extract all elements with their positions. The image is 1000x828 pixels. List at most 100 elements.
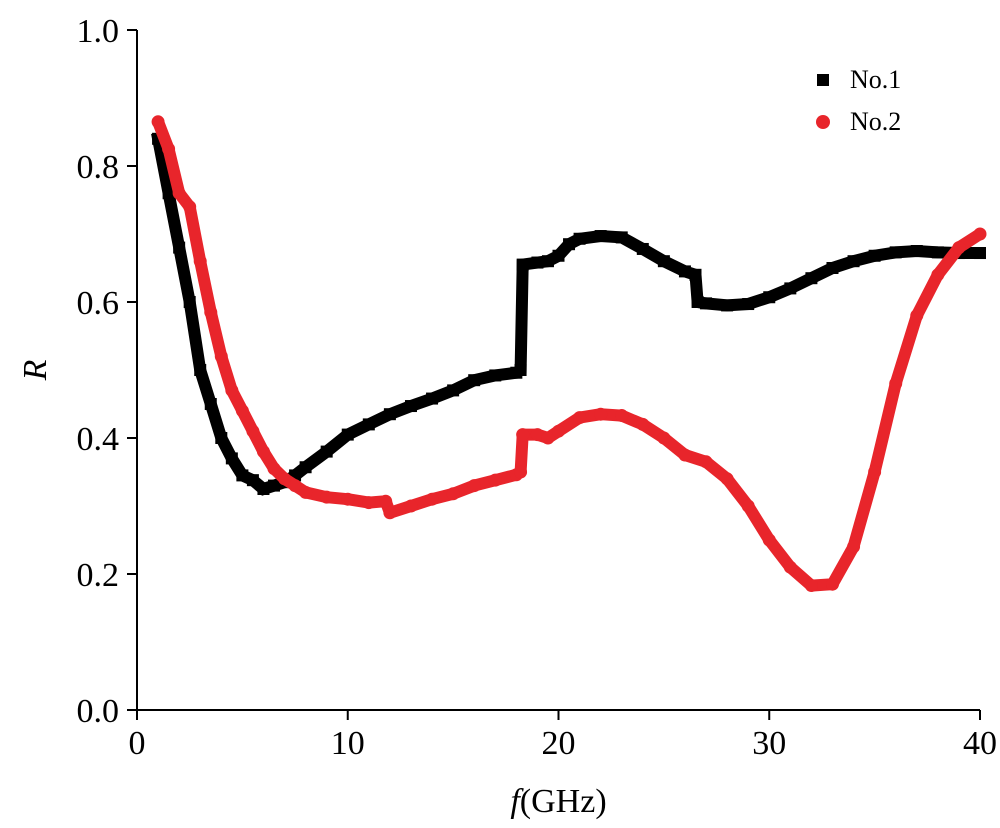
- data-point: [720, 472, 734, 486]
- data-point: [320, 445, 333, 458]
- data-point: [552, 249, 565, 262]
- data-point: [214, 349, 228, 363]
- data-point: [246, 474, 259, 487]
- plot-area: [151, 115, 987, 593]
- x-axis-unit: (GHz): [520, 783, 607, 820]
- data-point: [973, 227, 987, 241]
- data-point: [446, 487, 460, 501]
- data-point: [594, 407, 608, 421]
- data-point: [931, 268, 945, 282]
- data-point: [636, 417, 650, 431]
- data-point: [256, 445, 270, 459]
- data-point: [299, 485, 313, 499]
- legend-item: No.2: [816, 107, 901, 136]
- data-point: [362, 496, 376, 510]
- data-point: [183, 296, 196, 308]
- x-tick-label: 10: [331, 725, 365, 762]
- series-No.1: [151, 131, 986, 496]
- data-point: [541, 431, 555, 445]
- data-point: [341, 492, 355, 506]
- data-point: [193, 254, 207, 268]
- series-line: [152, 115, 986, 592]
- x-tick-label: 0: [129, 725, 146, 762]
- data-point: [173, 241, 186, 254]
- data-point: [235, 404, 249, 418]
- y-tick-label: 0.4: [77, 421, 120, 458]
- data-point: [467, 479, 481, 493]
- data-point: [516, 428, 530, 442]
- data-point: [762, 533, 776, 547]
- data-point: [516, 258, 529, 271]
- data-point: [225, 452, 238, 465]
- series-line: [151, 131, 986, 496]
- data-point: [447, 384, 460, 397]
- data-point: [804, 579, 818, 593]
- data-point: [151, 115, 165, 129]
- data-point: [488, 473, 502, 487]
- data-point: [183, 200, 197, 214]
- data-point: [162, 187, 175, 200]
- y-tick-label: 1.0: [77, 13, 120, 50]
- legend-item: No.1: [817, 65, 901, 94]
- data-point: [678, 265, 691, 278]
- data-point: [320, 490, 334, 504]
- data-point: [530, 428, 544, 442]
- data-point: [267, 462, 281, 476]
- data-point: [172, 186, 186, 200]
- data-point: [931, 246, 944, 259]
- x-tick-label: 20: [542, 725, 576, 762]
- y-tick-label: 0.0: [77, 693, 120, 730]
- data-point: [404, 400, 417, 413]
- data-point: [514, 364, 527, 376]
- data-point: [194, 364, 207, 376]
- data-point: [805, 272, 818, 285]
- axes: 0 10 20 30 40 0.0 0.2 0.4 0.6 0.8 1.0: [77, 13, 998, 762]
- legend: No.1 No.2: [816, 65, 901, 136]
- y-tick-label: 0.2: [77, 557, 120, 594]
- data-point: [514, 465, 528, 479]
- data-point: [379, 494, 393, 508]
- x-tick-label: 40: [963, 725, 997, 762]
- data-point: [657, 431, 671, 445]
- data-point: [531, 256, 544, 269]
- data-point: [699, 455, 713, 469]
- data-point: [868, 249, 881, 262]
- data-point: [204, 398, 217, 410]
- data-point: [700, 297, 713, 310]
- data-point: [889, 246, 902, 259]
- data-point: [162, 142, 176, 156]
- series-No.2: [151, 115, 987, 593]
- y-tick-label: 0.6: [77, 285, 120, 322]
- data-point: [541, 255, 554, 268]
- data-point: [267, 479, 280, 492]
- data-point: [636, 242, 649, 255]
- data-point: [362, 418, 375, 431]
- data-point: [246, 424, 260, 438]
- data-point: [341, 428, 354, 441]
- data-point: [742, 298, 755, 311]
- data-point: [910, 309, 924, 323]
- data-point: [489, 369, 502, 382]
- data-point: [426, 392, 439, 405]
- data-point: [689, 268, 702, 281]
- data-point: [910, 245, 923, 257]
- legend-label: No.1: [850, 65, 901, 94]
- x-ticks: 0 10 20 30 40: [129, 710, 997, 762]
- data-point: [594, 230, 607, 243]
- data-point: [468, 374, 481, 387]
- data-point: [204, 305, 218, 319]
- y-axis-label: R: [17, 359, 54, 381]
- data-point: [288, 479, 302, 493]
- data-point: [678, 448, 692, 462]
- data-point: [278, 472, 292, 486]
- data-point: [826, 262, 839, 274]
- data-point: [552, 424, 565, 438]
- y-ticks: 0.0 0.2 0.4 0.6 0.8 1.0: [77, 13, 137, 730]
- data-point: [615, 409, 629, 423]
- data-point: [404, 499, 418, 513]
- data-point: [868, 465, 882, 479]
- data-point: [825, 577, 839, 591]
- data-point: [741, 499, 755, 513]
- data-point: [225, 383, 239, 397]
- data-point: [952, 241, 966, 255]
